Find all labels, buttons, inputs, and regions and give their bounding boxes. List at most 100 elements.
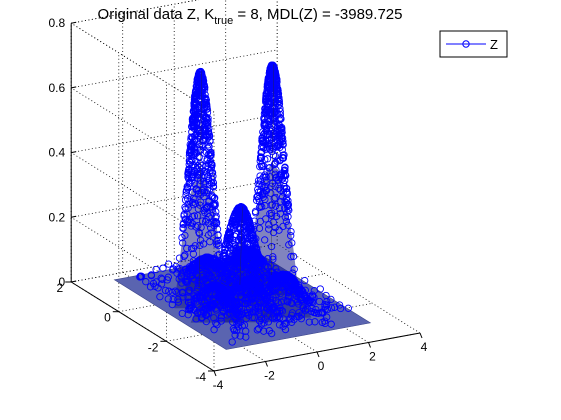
data-point [190,143,199,152]
data-point [269,255,277,263]
data-point [181,251,189,259]
data-point [178,234,186,242]
data-point [193,114,202,122]
data-point [321,300,329,309]
data-point [268,329,276,338]
data-point [176,265,184,273]
data-point [217,314,225,322]
data-point [264,117,273,126]
data-point [203,261,211,269]
data-point [265,136,273,144]
data-point [220,262,228,270]
data-point [315,297,324,306]
title-prefix: Original data Z, K [98,6,215,23]
data-point [283,202,292,211]
data-point [156,293,164,301]
data-point [207,202,215,211]
data-point [198,272,206,281]
data-point [242,333,250,341]
box-edge-top-left [70,22,215,113]
x-tick-mark [368,342,371,348]
data-point [234,263,242,271]
data-point [284,221,292,229]
data-point [255,287,263,296]
data-point [279,322,287,330]
data-point [273,284,281,292]
data-point [208,192,216,200]
data-point [220,252,228,260]
data-point [305,318,313,326]
data-point [336,304,345,313]
data-point [276,289,284,298]
data-point [293,292,301,300]
data-point [275,184,283,193]
data-point [204,309,212,318]
legend-marker-circle [462,40,470,48]
data-point [279,171,288,180]
data-point [211,218,220,226]
data-point [194,212,202,220]
data-point [256,157,264,165]
data-point [304,305,312,313]
data-point [264,318,273,326]
data-point [188,156,196,165]
data-point [195,110,203,118]
data-point [215,274,223,282]
data-point [233,326,241,334]
data-point [321,305,329,313]
data-point [208,274,216,282]
data-point [182,205,190,213]
data-point [273,99,281,107]
series-line [198,71,202,289]
data-point [297,315,305,323]
data-point [276,143,284,152]
z-tick-label: 0 [59,275,66,289]
data-point [242,327,250,335]
data-point [311,308,319,317]
data-point [179,239,187,247]
data-point [256,172,264,180]
data-point [199,240,208,248]
data-point [283,297,291,305]
data-point [215,250,224,258]
data-point [187,173,196,181]
data-point [282,195,290,203]
data-point [262,300,270,309]
data-point [207,151,215,159]
data-point [182,215,190,223]
data-point [196,140,204,149]
data-point [237,311,245,319]
data-point [275,120,283,129]
data-point [206,238,214,246]
data-point [262,271,270,279]
data-point [201,218,210,226]
data-point [230,326,239,335]
data-point [213,237,221,245]
data-point [183,195,192,203]
data-point [276,157,284,165]
data-point [223,290,231,298]
data-point [180,210,188,219]
data-point [260,114,268,122]
data-point [202,132,210,140]
data-point [198,297,206,305]
data-point [269,151,278,159]
data-point [189,262,197,270]
data-point [189,274,197,283]
data-point [136,273,144,281]
data-point [223,256,232,265]
z-tick-mark [71,86,77,89]
series-line [239,206,243,285]
data-point [319,309,327,317]
data-point [266,262,275,270]
data-point [266,164,274,172]
data-point [203,293,211,301]
data-point [181,196,190,204]
chart-title: Original data Z, Ktrue = 8, MDL(Z) = -39… [98,6,403,27]
x-tick-label: 0 [318,359,325,373]
data-point [321,319,329,328]
data-point [273,309,282,317]
data-point [175,254,184,262]
data-point [203,172,212,181]
x-tick-mark [419,332,423,339]
